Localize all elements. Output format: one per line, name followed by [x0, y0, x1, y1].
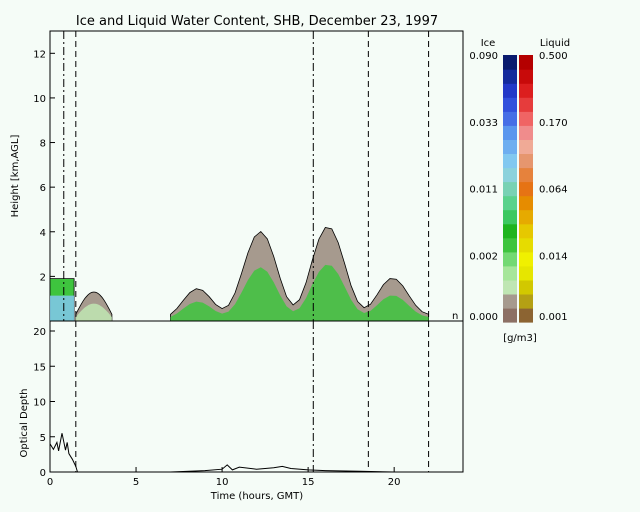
optical-depth-tick-label: 20 [33, 327, 46, 338]
time-tick-label: 20 [388, 477, 401, 488]
colorbar-ice-tick: 0.090 [469, 51, 498, 62]
chart-title: Ice and Liquid Water Content, SHB, Decem… [76, 14, 438, 29]
optical-depth-series [49, 433, 429, 473]
colorbar-liquid-swatch [519, 153, 533, 169]
height-axis-ticks: 2 4 6 8 10 12 [33, 49, 55, 283]
colorbar-ice-swatch [503, 279, 517, 295]
colorbar-ice-tick: 0.002 [469, 251, 498, 262]
height-tick-label: 12 [33, 49, 46, 60]
height-panel: 2 4 6 8 10 12 Height [km,AGL] n [10, 30, 464, 322]
time-tick-label: 5 [133, 477, 139, 488]
cloud-core [170, 264, 429, 321]
cloud-field [49, 227, 430, 322]
time-axis-ticks: 0 5 10 15 20 [47, 467, 401, 488]
colorbar-ice-scale [503, 55, 517, 323]
colorbar-ice-tick: 0.011 [469, 185, 498, 196]
colorbar-ice-swatch [503, 195, 517, 211]
colorbar-liquid-swatch [519, 111, 533, 126]
colorbar-liquid-swatch [519, 251, 533, 267]
colorbar-liquid-swatch [519, 83, 533, 98]
optical-depth-panel-frame [49, 320, 464, 473]
optical-depth-tick-label: 0 [40, 468, 46, 479]
colorbar-liquid-swatch [519, 125, 533, 140]
height-tick-label: 6 [40, 183, 46, 194]
colorbar-liquid-scale [519, 55, 533, 323]
colorbar-liquid-label: Liquid [540, 38, 570, 49]
colorbar-tick-labels: 0.000 0.002 0.011 0.033 0.090 0.001 0.014 0.064… [469, 51, 567, 323]
colorbar-liquid-swatch [519, 181, 533, 197]
colorbar-ice-swatch [503, 55, 517, 70]
colorbar-units: [g/m3] [503, 333, 537, 344]
time-axis-label: Time (hours, GMT) [210, 491, 304, 502]
bottom-reference-lines [75, 321, 430, 472]
colorbar-ice-swatch [503, 153, 517, 169]
colorbar-ice-swatch [503, 181, 517, 197]
height-axis-label: Height [km,AGL] [10, 135, 21, 218]
height-tick-label: 8 [40, 139, 46, 150]
colorbar-ice-swatch [503, 307, 517, 323]
colorbar-liquid-swatch [519, 69, 533, 84]
colorbar-ice-swatch [503, 209, 517, 225]
colorbar-liquid-swatch [519, 55, 533, 70]
optical-depth-tick-label: 15 [33, 362, 46, 373]
height-tick-label: 2 [40, 272, 46, 283]
colorbar: Ice Liquid 0.0000.0020.0110.0330.0900.00… [469, 38, 570, 344]
time-tick-label: 15 [302, 477, 315, 488]
optical-depth-tick-label: 10 [33, 398, 46, 409]
colorbar-liquid-tick: 0.170 [539, 118, 568, 129]
time-tick-label: 10 [216, 477, 229, 488]
colorbar-liquid-swatch [519, 237, 533, 253]
height-tick-label: 4 [40, 228, 46, 239]
colorbar-liquid-swatch [519, 195, 533, 211]
colorbar-ice-swatch [503, 69, 517, 84]
colorbar-ice-label: Ice [481, 38, 496, 49]
colorbar-ice-swatch [503, 97, 517, 112]
colorbar-ice-swatch [503, 111, 517, 126]
colorbar-ice-swatch [503, 83, 517, 98]
top-reference-lines [63, 31, 430, 321]
colorbar-liquid-swatch [519, 167, 533, 183]
colorbar-liquid-tick: 0.500 [539, 51, 568, 62]
colorbar-ice-swatch [503, 251, 517, 267]
colorbar-liquid-tick: 0.001 [539, 312, 568, 323]
colorbar-ice-swatch [503, 293, 517, 309]
colorbar-ice-swatch [503, 167, 517, 183]
height-tick-label: 10 [33, 94, 46, 105]
colorbar-ice-tick: 0.000 [469, 312, 498, 323]
corner-mark: n [452, 311, 458, 322]
colorbar-liquid-tick: 0.014 [539, 251, 568, 262]
colorbar-ice-swatch [503, 223, 517, 239]
colorbar-liquid-swatch [519, 139, 533, 154]
cloud-region [170, 227, 430, 322]
optical-depth-panel: 0 5 10 15 20 0 5 10 15 20 Optical Depth Time (ho… [19, 320, 464, 502]
colorbar-liquid-swatch [519, 265, 533, 281]
colorbar-ice-swatch [503, 125, 517, 140]
colorbar-liquid-swatch [519, 223, 533, 239]
cloud-core [75, 303, 112, 321]
optical-depth-tick-label: 5 [40, 433, 46, 444]
colorbar-liquid-swatch [519, 209, 533, 225]
colorbar-ice-tick: 0.033 [469, 118, 498, 129]
colorbar-liquid-swatch [519, 307, 533, 323]
colorbar-ice-swatch [503, 237, 517, 253]
colorbar-liquid-swatch [519, 293, 533, 309]
colorbar-liquid-tick: 0.064 [539, 185, 568, 196]
colorbar-liquid-swatch [519, 97, 533, 112]
colorbar-liquid-swatch [519, 279, 533, 295]
colorbar-ice-swatch [503, 139, 517, 154]
colorbar-ice-swatch [503, 265, 517, 281]
cloud-core [50, 295, 75, 321]
time-tick-label: 0 [47, 477, 53, 488]
optical-depth-axis-ticks: 0 5 10 15 20 [33, 327, 55, 479]
optical-depth-axis-label: Optical Depth [19, 389, 30, 458]
